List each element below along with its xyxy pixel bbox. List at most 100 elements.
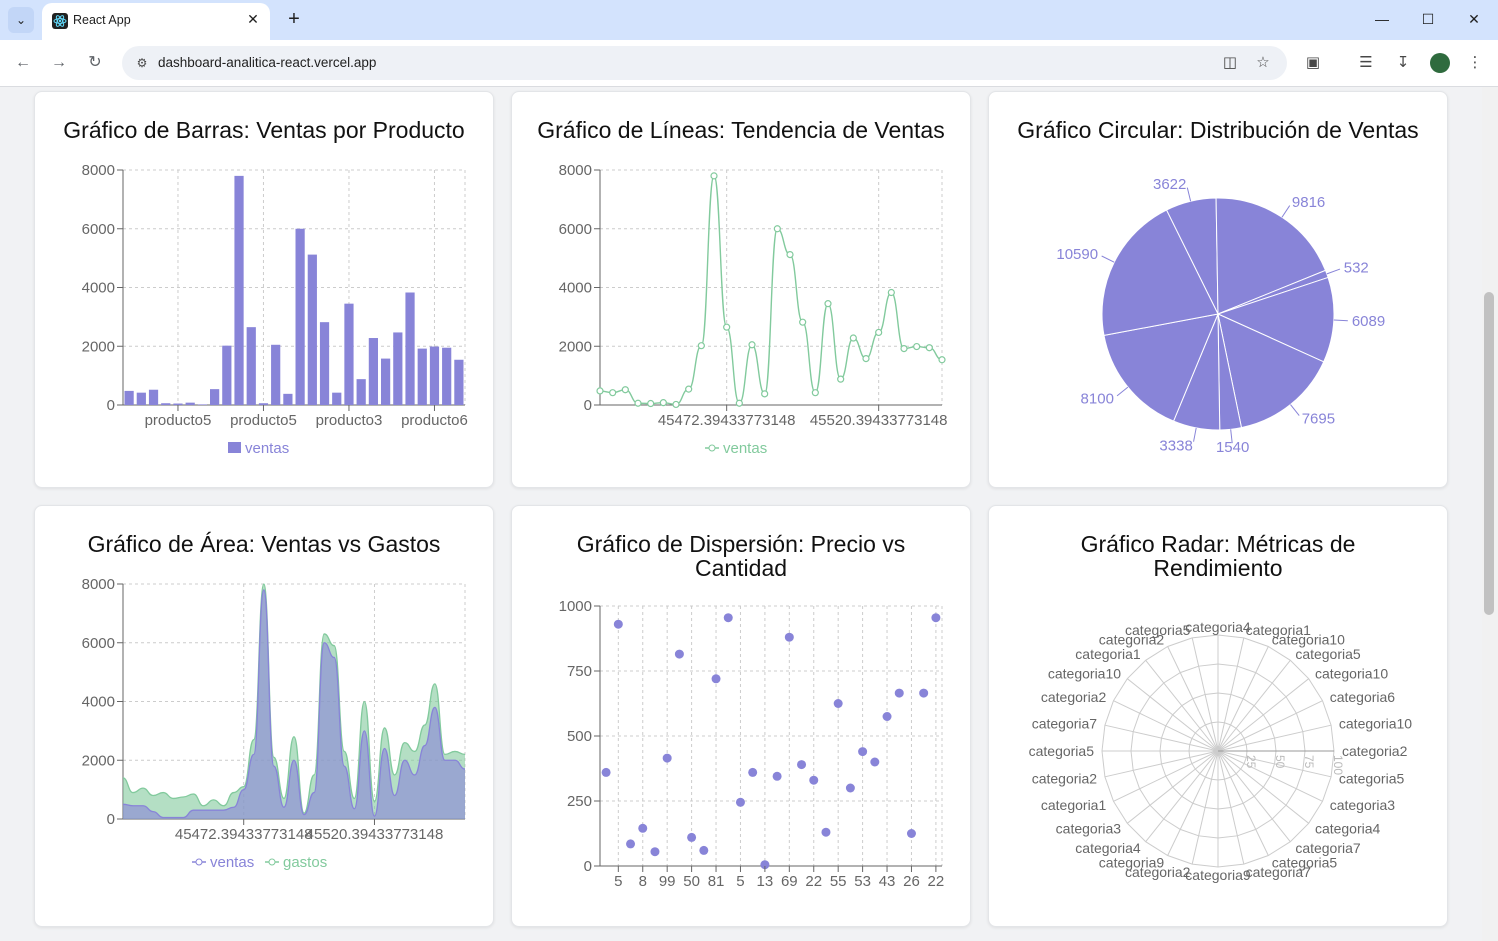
scatter-xtick-label: 13: [757, 873, 774, 890]
radar-category-label: categoria5: [1125, 622, 1191, 638]
scatter-point: [674, 649, 684, 659]
radar-category-label: categoria3: [1330, 797, 1396, 813]
scatter-point: [687, 832, 697, 842]
pie-slice-label: 1540: [1216, 439, 1249, 456]
radar-category-label: categoria6: [1330, 689, 1396, 705]
radar-spoke: [1126, 678, 1219, 752]
react-favicon-icon: [52, 13, 68, 29]
line-legend-marker: [708, 444, 716, 452]
close-tab-icon[interactable]: ✕: [247, 11, 259, 27]
radar-category-label: categoria2: [1041, 689, 1107, 705]
radar-category-label: categoria10: [1272, 631, 1345, 647]
new-tab-button[interactable]: +: [288, 8, 300, 30]
line-point: [925, 344, 933, 352]
radar-category-label: categoria9: [1099, 855, 1165, 871]
radar-chart-title-line2: Rendimiento: [1153, 555, 1283, 581]
pie-chart-card: Gráfico Circular: Distribución de Ventas…: [988, 91, 1448, 488]
scatter-point: [833, 699, 843, 708]
scatter-point: [735, 797, 745, 807]
bar-ytick-label: 6000: [82, 221, 115, 238]
line-point: [697, 342, 705, 350]
scatter-point: [711, 674, 721, 684]
radar-category-label: categoria7: [1295, 840, 1361, 856]
bar-mark: [405, 292, 415, 405]
forward-arrow-icon[interactable]: →: [51, 54, 67, 71]
browser-toolbar: ← → ↻ ⚙ dashboard-analitica-react.vercel…: [0, 40, 1498, 87]
line-point: [900, 345, 908, 353]
radar-spoke: [1217, 750, 1269, 856]
area-ytick-label: 4000: [82, 694, 115, 711]
pie-slice-label: 3622: [1153, 176, 1186, 193]
radar-spoke: [1217, 750, 1310, 824]
line-point: [799, 318, 807, 326]
radar-radius-tick-label: 50: [1273, 755, 1287, 769]
radar-category-label: categoria10: [1339, 715, 1412, 731]
line-point: [811, 389, 819, 397]
line-point: [621, 386, 629, 394]
more-menu-icon[interactable]: ⋮: [1467, 54, 1483, 71]
tab-search-button[interactable]: ⌄: [8, 7, 34, 33]
radar-spoke: [1217, 646, 1269, 752]
scatter-xtick-label: 50: [683, 873, 700, 890]
install-app-icon[interactable]: ◫: [1222, 54, 1238, 71]
close-window-icon[interactable]: ✕: [1468, 11, 1480, 27]
scatter-xtick-label: 43: [879, 873, 896, 890]
line-point: [596, 387, 604, 395]
bookmark-star-icon[interactable]: ☆: [1256, 54, 1270, 71]
pie-chart: 3622 9816 532 6089 7695 1540 3338 8100 10590: [1056, 176, 1385, 456]
scatter-xtick-label: 81: [708, 873, 725, 890]
reload-icon[interactable]: ↻: [88, 54, 102, 71]
minimize-icon[interactable]: —: [1375, 11, 1389, 27]
area-xtick-label: 45520.39433773148: [306, 826, 444, 843]
bar-mark: [258, 403, 269, 405]
scrollbar-thumb[interactable]: [1484, 292, 1494, 615]
bar-ytick-label: 4000: [82, 280, 115, 297]
radar-spoke: [1113, 750, 1219, 802]
line-point: [913, 342, 921, 351]
radar-spoke: [1191, 750, 1219, 865]
scatter-point: [613, 619, 623, 629]
radar-spoke: [1217, 750, 1245, 865]
download-icon[interactable]: ↧: [1396, 54, 1410, 71]
bar-legend-label: ventas: [245, 440, 289, 457]
scatter-point: [723, 613, 733, 623]
pie-label-line: [1101, 255, 1115, 263]
back-arrow-icon[interactable]: ←: [15, 54, 31, 71]
bar-mark: [393, 332, 403, 405]
extensions-icon[interactable]: ▣: [1305, 54, 1321, 71]
tab-react-app[interactable]: React App ✕: [42, 3, 270, 40]
chevron-down-icon: ⌄: [15, 13, 27, 27]
bar-xtick-label: producto3: [316, 412, 383, 429]
radar-category-label: categoria7: [1032, 715, 1098, 731]
maximize-icon[interactable]: ☐: [1421, 11, 1435, 27]
line-point: [773, 225, 781, 233]
scatter-ytick-label: 0: [584, 858, 592, 875]
bar-mark: [283, 393, 293, 405]
scatter-ytick-label: 500: [567, 728, 592, 745]
radar-spoke: [1217, 750, 1291, 843]
address-bar[interactable]: ⚙ dashboard-analitica-react.vercel.app ◫…: [122, 46, 1287, 80]
bar-mark: [136, 392, 146, 405]
area-chart-title: Gráfico de Área: Ventas vs Gastos: [87, 531, 441, 557]
area-line-gastos: [122, 583, 466, 814]
media-control-icon[interactable]: ☰: [1359, 54, 1373, 71]
scatter-xtick-label: 99: [659, 873, 676, 890]
site-settings-icon[interactable]: ⚙: [136, 56, 148, 70]
scatter-xtick-label: 53: [854, 873, 871, 890]
line-ytick-label: 6000: [559, 221, 592, 238]
line-point: [735, 399, 743, 407]
radar-spoke: [1217, 700, 1323, 752]
area-ytick-label: 8000: [82, 576, 115, 593]
radar-category-label: categoria1: [1041, 797, 1107, 813]
area-chart: 0 2000 4000 6000 8000 45472.3943377314845520.…: [82, 576, 466, 871]
scatter-point: [931, 613, 941, 623]
radar-spoke: [1217, 659, 1291, 752]
pie-slice: [1103, 313, 1219, 422]
line-point: [723, 323, 731, 331]
url-text[interactable]: dashboard-analitica-react.vercel.app: [158, 55, 377, 70]
profile-avatar[interactable]: [1430, 53, 1450, 73]
scatter-point: [919, 688, 929, 698]
line-chart: 0 2000 4000 6000 8000 45472.39433773148 45520.…: [559, 162, 948, 457]
pie-label-line: [1193, 427, 1197, 442]
